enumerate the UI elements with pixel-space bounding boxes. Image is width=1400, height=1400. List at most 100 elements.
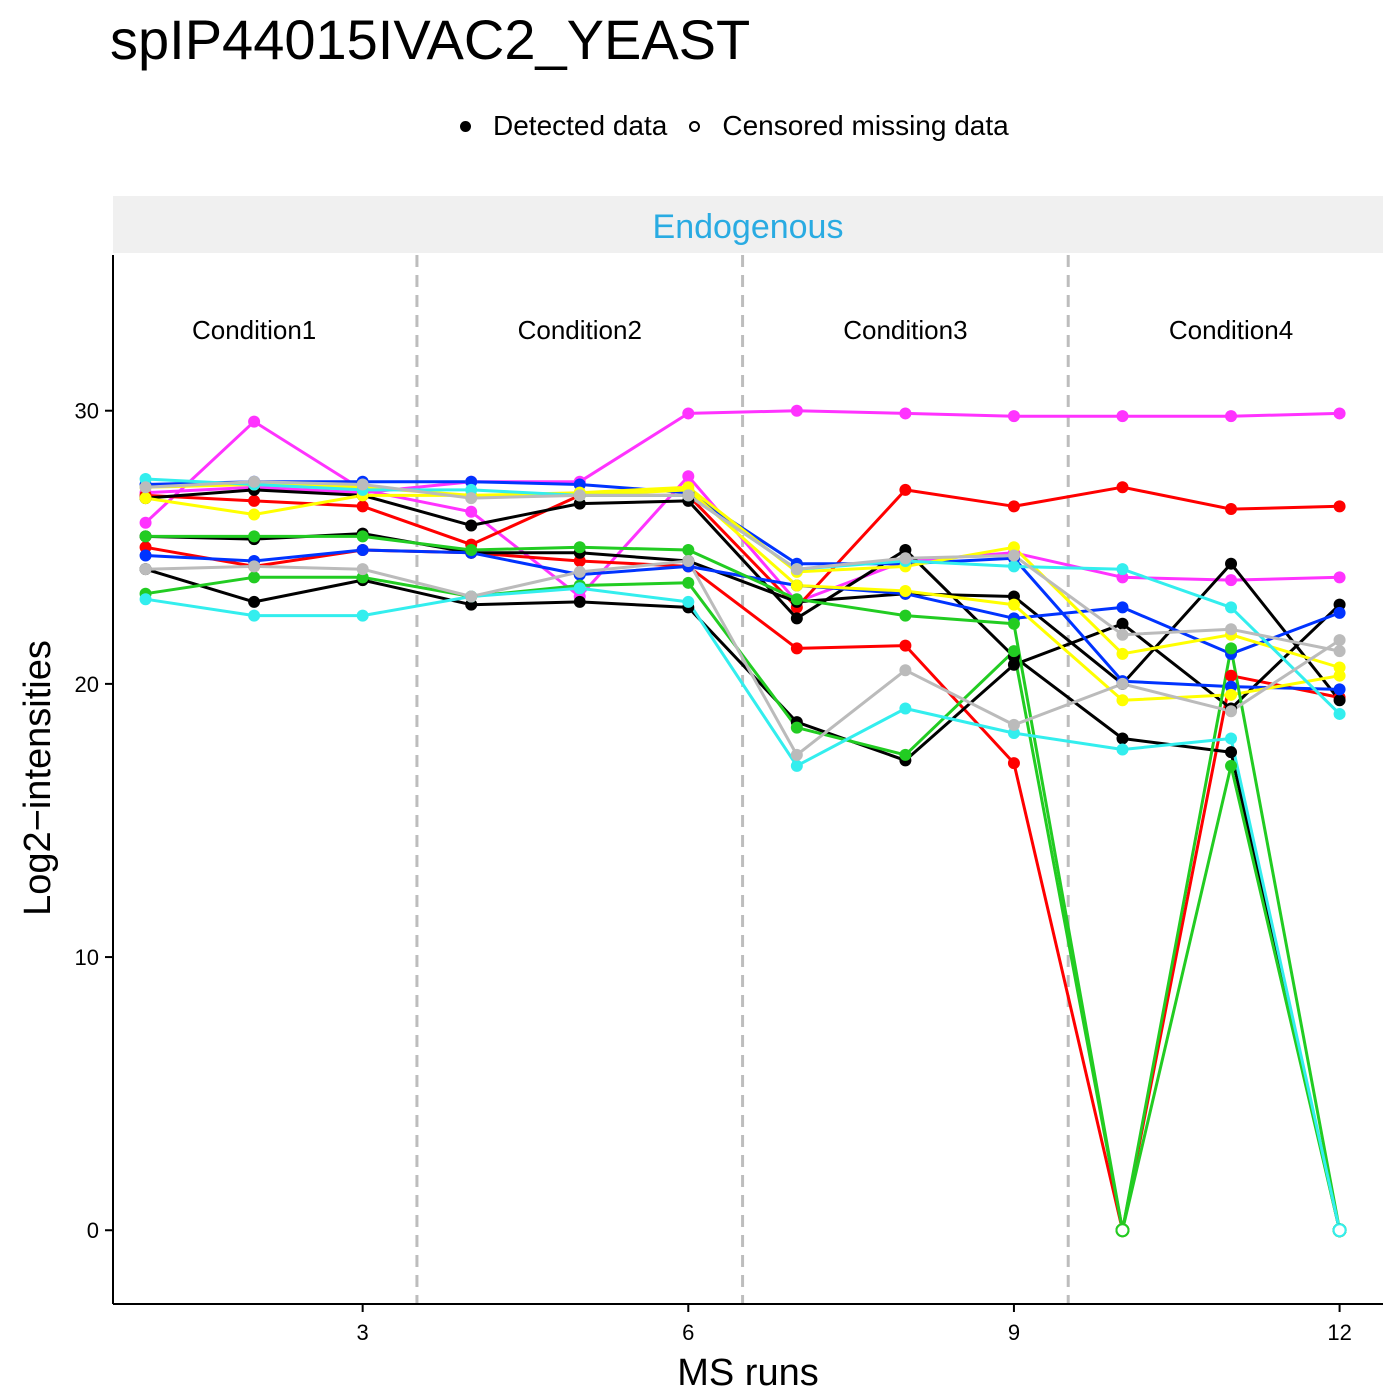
data-point (1333, 645, 1346, 658)
data-point (248, 494, 261, 507)
open-dot-icon (689, 120, 701, 132)
data-point (465, 590, 478, 603)
data-point (899, 552, 912, 565)
data-point (1333, 571, 1346, 584)
data-point (139, 563, 152, 576)
data-point (1116, 732, 1129, 745)
legend-item-detected: Detected data (460, 110, 667, 142)
data-point (1333, 500, 1346, 513)
data-point (1225, 410, 1238, 423)
data-point (356, 563, 369, 576)
data-point (1225, 557, 1238, 570)
data-point (1225, 574, 1238, 587)
data-point (248, 415, 261, 428)
data-point (356, 500, 369, 513)
data-point (465, 519, 478, 532)
data-point (139, 481, 152, 494)
data-point (1225, 503, 1238, 516)
data-point (1333, 407, 1346, 420)
data-point (899, 407, 912, 420)
legend: Detected data Censored missing data (460, 106, 1031, 146)
data-point (790, 579, 803, 592)
x-axis-title: MS runs (677, 1352, 818, 1394)
data-point (1333, 634, 1346, 647)
legend-censored-label: Censored missing data (722, 110, 1009, 141)
data-point (790, 759, 803, 772)
data-point (682, 544, 695, 557)
data-point (248, 560, 261, 573)
series-line (145, 545, 1340, 1232)
data-point (899, 748, 912, 761)
condition-label: Condition4 (1169, 315, 1293, 345)
data-point (1225, 759, 1238, 772)
data-point (1225, 688, 1238, 701)
legend-item-censored: Censored missing data (689, 110, 1009, 142)
data-point (1225, 705, 1238, 718)
chart-title: spIP44015IVAC2_YEAST (110, 8, 751, 71)
series-line (145, 532, 1341, 702)
data-point (573, 541, 586, 554)
censored-point (1332, 1223, 1347, 1238)
data-point (356, 530, 369, 543)
data-point (1225, 642, 1238, 655)
data-point (1007, 617, 1020, 630)
data-point (1116, 694, 1129, 707)
data-point (790, 612, 803, 625)
data-point (790, 563, 803, 576)
data-point (1225, 669, 1238, 682)
data-point (790, 404, 803, 417)
filled-dot-icon (460, 120, 471, 132)
data-point (465, 505, 478, 518)
data-point (1116, 628, 1129, 641)
data-point (1333, 694, 1346, 707)
data-point (139, 516, 152, 529)
data-point (1116, 647, 1129, 660)
data-point (356, 609, 369, 622)
data-point (248, 530, 261, 543)
data-point (1116, 410, 1129, 423)
data-point (1225, 601, 1238, 614)
data-point (1116, 617, 1129, 630)
data-point (356, 478, 369, 491)
data-point (1333, 661, 1346, 674)
data-point (1333, 683, 1346, 696)
data-point (1116, 743, 1129, 756)
data-point (1116, 481, 1129, 494)
data-point (1007, 645, 1020, 658)
facet-label: Endogenous (653, 208, 844, 246)
data-point (573, 489, 586, 502)
data-point (1007, 560, 1020, 573)
series-line (145, 534, 1342, 1232)
data-point (682, 470, 695, 483)
data-point (790, 721, 803, 734)
series-line (145, 567, 1341, 762)
data-point (248, 595, 261, 608)
series-line (145, 409, 1340, 495)
data-point (1116, 601, 1129, 614)
data-point (1007, 718, 1020, 731)
data-point (248, 609, 261, 622)
data-point (1007, 549, 1020, 562)
data-point (139, 530, 152, 543)
censored-point (1115, 1223, 1130, 1238)
data-point (1333, 606, 1346, 619)
data-point (1007, 757, 1020, 770)
data-point (899, 585, 912, 598)
condition-label: Condition1 (192, 315, 316, 345)
data-point (248, 571, 261, 584)
series-line (145, 485, 1340, 609)
data-point (1116, 677, 1129, 690)
data-point (1007, 410, 1020, 423)
data-point (1333, 707, 1346, 720)
data-point (682, 595, 695, 608)
data-point (790, 642, 803, 655)
data-point (899, 702, 912, 715)
data-point (356, 544, 369, 557)
facet-strip (113, 196, 1383, 253)
series-line (145, 586, 1342, 1231)
data-point (790, 748, 803, 761)
data-point (682, 554, 695, 567)
data-point (1007, 500, 1020, 513)
series-line (145, 488, 1342, 1231)
